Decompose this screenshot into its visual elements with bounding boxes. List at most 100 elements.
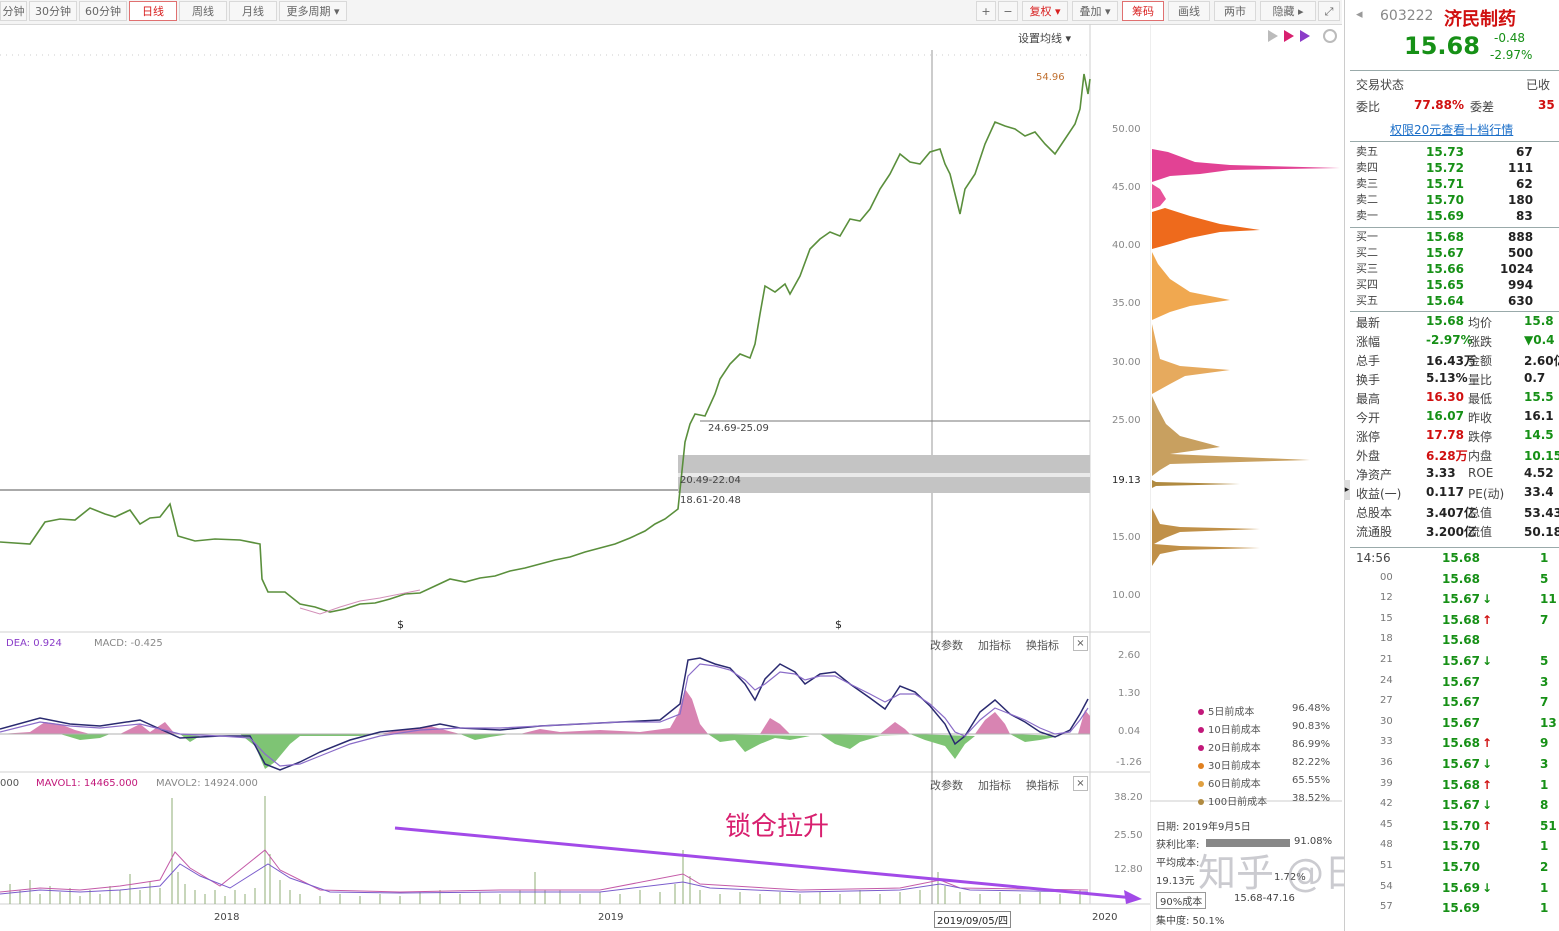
stat-label: 涨停 [1356, 430, 1381, 444]
chip-button[interactable]: 筹码 [1122, 1, 1164, 21]
tick-volume: 1 [1540, 880, 1549, 895]
period-monthly-button[interactable]: 月线 [229, 1, 277, 21]
tick-time: 27 [1380, 695, 1393, 707]
tick-time: 00 [1380, 571, 1393, 583]
chip-icons[interactable] [1268, 29, 1337, 43]
tick-direction-icon: ↑ [1482, 612, 1493, 627]
tick-volume: 51 [1540, 818, 1557, 833]
tick-direction-icon: ↑ [1482, 818, 1493, 833]
macd-edit-params-button[interactable]: 改参数 [930, 639, 963, 652]
kline-chart-area[interactable]: $ $ [0, 24, 1150, 931]
vol-edit-params-button[interactable]: 改参数 [930, 779, 963, 792]
adjust-dropdown[interactable]: 复权 ▾ [1022, 1, 1068, 21]
event-marker-2[interactable]: $ [835, 618, 842, 631]
stat-label: ROE [1468, 466, 1494, 480]
band-lower-label: 18.61-20.48 [680, 495, 741, 506]
chip-distribution-chart [1150, 24, 1342, 931]
period-toolbar: 分钟 30分钟 60分钟 日线 周线 月线 更多周期 ▾ + − 复权 ▾ 叠加… [0, 0, 1342, 25]
collapse-arrow-icon[interactable]: ▸ [1344, 480, 1350, 500]
legend-dot-icon [1198, 727, 1204, 733]
macd-switch-indicator-button[interactable]: 换指标 [1026, 639, 1059, 652]
two-markets-button[interactable]: 两市 [1214, 1, 1256, 21]
tick-price: 15.69 [1442, 880, 1480, 895]
tick-volume: 8 [1540, 798, 1549, 813]
overlay-dropdown[interactable]: 叠加 ▾ [1072, 1, 1118, 21]
cost-select-dropdown[interactable]: 90%成本 [1156, 892, 1207, 909]
vol-close-icon[interactable]: × [1073, 776, 1088, 791]
event-marker-1[interactable]: $ [397, 618, 404, 631]
stat-value: 53.43亿 [1524, 506, 1559, 520]
price-change: -0.48 [1494, 31, 1526, 45]
band-middle-label: 20.49-22.04 [680, 475, 741, 486]
stat-label: 流值 [1468, 525, 1493, 539]
vol-switch-indicator-button[interactable]: 换指标 [1026, 779, 1059, 792]
stat-value: 15.5 [1524, 390, 1554, 404]
current-price: 15.68 [1404, 32, 1480, 60]
tick-volume: 1 [1540, 839, 1549, 854]
period-30min-button[interactable]: 30分钟 [29, 1, 77, 21]
stat-label: 总值 [1468, 506, 1493, 520]
tick-volume: 9 [1540, 736, 1549, 751]
tick-volume: 1 [1540, 551, 1549, 565]
chip-concentration: 集中度: 50.1% [1156, 916, 1225, 927]
weibi-value: 77.88% [1414, 98, 1464, 112]
chip-profit-value: 91.08% [1294, 836, 1333, 847]
chip-avg-cost: 平均成本: [1156, 858, 1200, 869]
stat-label: 最低 [1468, 392, 1493, 406]
tick-direction-icon: ↓ [1482, 592, 1493, 607]
zoom-in-button[interactable]: + [976, 1, 996, 21]
back-arrow-icon[interactable]: ◂ [1356, 7, 1363, 22]
tick-price: 15.68 [1442, 571, 1480, 586]
macd-value-label: MACD: -0.425 [94, 638, 163, 649]
macd-close-icon[interactable]: × [1073, 636, 1088, 651]
period-daily-button[interactable]: 日线 [129, 1, 177, 21]
zoom-out-button[interactable]: − [998, 1, 1018, 21]
more-periods-dropdown[interactable]: 更多周期 ▾ [279, 1, 347, 21]
tick-price: 15.67 [1442, 674, 1480, 689]
weicha-label: 委差 [1470, 100, 1495, 114]
hide-button[interactable]: 隐藏 ▸ [1260, 1, 1316, 21]
vol-add-indicator-button[interactable]: 加指标 [978, 779, 1011, 792]
band-upper-label: 24.69-25.09 [708, 423, 769, 434]
tick-price: 15.70 [1442, 839, 1480, 854]
fullscreen-icon[interactable]: ⤢ [1318, 1, 1340, 21]
stat-label: 金额 [1468, 354, 1493, 368]
chip-range-price: 19.13元 [1156, 876, 1195, 887]
stat-value: 16.1 [1524, 409, 1554, 423]
stat-value: 3.33 [1426, 466, 1456, 480]
tick-volume: 1 [1540, 777, 1549, 792]
stat-value: 6.28万 [1426, 449, 1468, 463]
level2-link[interactable]: 权限20元查看十档行情 [1390, 123, 1514, 137]
tick-time: 15 [1380, 612, 1393, 624]
tick-volume: 1 [1540, 901, 1549, 916]
legend-dot-icon [1198, 799, 1204, 805]
mavol1-label: MAVOL1: 14465.000 [36, 778, 138, 789]
vol-label: 000 [0, 778, 20, 789]
period-1min-button[interactable]: 分钟 [0, 1, 27, 21]
tick-time: 57 [1380, 901, 1393, 913]
tick-direction-icon: ↑ [1482, 777, 1493, 792]
legend-dot-icon [1198, 781, 1204, 787]
set-ma-dropdown[interactable]: 设置均线 ▾ [1018, 32, 1072, 45]
tick-time: 51 [1380, 860, 1393, 871]
stat-label: 今开 [1356, 411, 1381, 425]
tick-time: 14:56 [1356, 551, 1391, 565]
tick-time: 30 [1380, 715, 1393, 727]
tick-price: 15.67 [1442, 715, 1480, 730]
tick-price: 15.68 [1442, 612, 1480, 627]
period-weekly-button[interactable]: 周线 [179, 1, 227, 21]
stat-value: 33.4 [1524, 485, 1554, 499]
stat-label: 净资产 [1356, 468, 1393, 482]
weibi-label: 委比 [1356, 100, 1381, 114]
macd-add-indicator-button[interactable]: 加指标 [978, 639, 1011, 652]
chip-cost-range: 15.68-47.16 [1234, 893, 1295, 904]
tick-price: 15.70 [1442, 818, 1480, 833]
stat-label: 内盘 [1468, 449, 1493, 463]
period-60min-button[interactable]: 60分钟 [79, 1, 127, 21]
stat-value: 5.13% [1426, 371, 1468, 385]
price-change-pct: -2.97% [1490, 48, 1533, 62]
tick-price: 15.67 [1442, 654, 1480, 668]
stat-label: 跌停 [1468, 430, 1493, 444]
draw-line-button[interactable]: 画线 [1168, 1, 1210, 21]
stat-value: 0.117 [1426, 485, 1464, 499]
